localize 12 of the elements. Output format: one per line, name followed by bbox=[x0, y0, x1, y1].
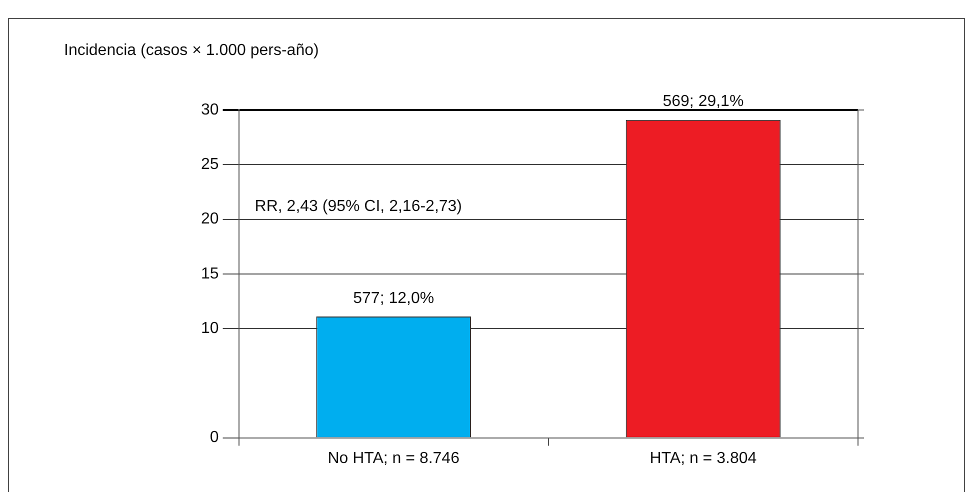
y-tick-label: 30 bbox=[201, 101, 219, 118]
y-tick-label: 20 bbox=[201, 210, 219, 228]
annotation: 569; 29,1% bbox=[662, 93, 744, 110]
x-tick-label: No HTA; n = 8.746 bbox=[328, 450, 460, 467]
annotation: 577; 12,0% bbox=[353, 290, 434, 307]
y-tick-label: 10 bbox=[201, 320, 219, 337]
x-tick-label: HTA; n = 3.804 bbox=[650, 450, 757, 467]
y-axis-title: Incidencia (casos × 1.000 pers-año) bbox=[64, 42, 319, 60]
annotation: RR, 2,43 (95% CI, 2,16-2,73) bbox=[254, 198, 462, 216]
y-tick-label: 0 bbox=[210, 429, 219, 446]
y-tick-label: 25 bbox=[201, 156, 219, 174]
y-tick-label: 15 bbox=[201, 265, 219, 282]
